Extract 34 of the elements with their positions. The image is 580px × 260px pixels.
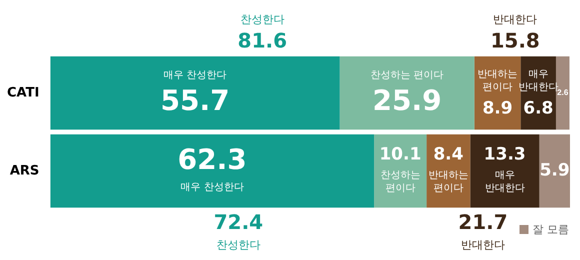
data-label: 55.7 [160,84,230,117]
text: 반대한다 [493,13,538,26]
data-label: 8.9 [482,98,513,118]
text: 81.6 [238,28,288,53]
series-label: 반대하는 편이다 [428,170,468,194]
bar [340,56,474,130]
series-label: 매우 반대한다 [518,69,558,94]
bar [470,134,540,208]
y-tick-label: ARS [10,163,40,178]
annotation: 21.7 [458,210,508,234]
y-tick-label: CATI [7,85,40,100]
data-label: 5.9 [540,160,570,180]
text: 15.8 [490,28,540,53]
annotation: 72.4 [214,210,264,234]
text: 반대하는 편이다 [478,69,518,94]
data-label: 2.6 [557,88,569,98]
data-label: 10.1 [379,144,422,164]
text: 매우 찬성한다 [180,182,244,194]
text: 매우 반대한다 [484,170,525,194]
series-label: 찬성하는 편이다 [380,170,420,194]
data-label: 8.4 [433,144,464,164]
data-label: 6.8 [523,98,554,118]
text: 반대한다 [460,238,505,252]
data-label: 13.3 [484,144,526,164]
data-label: 25.9 [372,84,442,117]
data-label: 62.3 [178,142,247,176]
bar [50,134,374,208]
bar [50,56,340,130]
text: 찬성하는 편이다 [370,70,444,82]
bar [539,134,570,208]
series-label: 매우 찬성한다 [163,70,227,82]
legend-label: 잘 모름 [532,222,570,236]
text: 찬성한다 [216,238,260,252]
text: 찬성한다 [240,13,284,26]
